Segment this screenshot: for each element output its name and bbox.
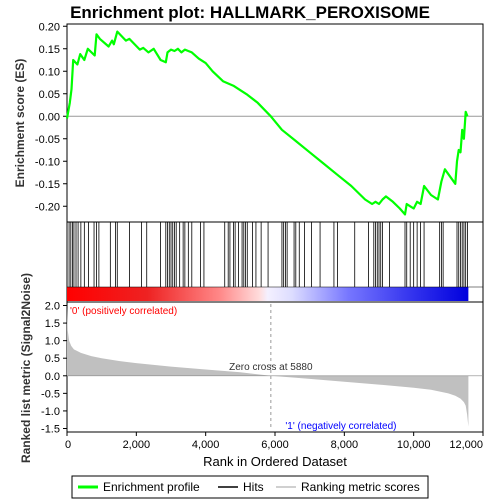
- hits-plot-area: [67, 222, 483, 301]
- es-y-tick-label: -0.15: [35, 179, 60, 191]
- chart-title: Enrichment plot: HALLMARK_PEROXISOME: [70, 3, 430, 22]
- x-tick-label: 8,000: [331, 439, 359, 451]
- es-y-tick-label: 0.15: [39, 44, 60, 56]
- positive-correlation-label: '0' (positively correlated): [70, 306, 177, 317]
- x-tick-label: 10,000: [397, 439, 431, 451]
- x-tick-label: 0: [65, 439, 71, 451]
- negative-correlation-label: '1' (negatively correlated): [285, 421, 396, 432]
- legend-label-ranking-metric: Ranking metric scores: [301, 480, 420, 494]
- rank-y-tick-label: -1.0: [41, 406, 60, 418]
- x-tick-label: 6,000: [261, 439, 289, 451]
- es-y-tick-label: 0.10: [39, 66, 60, 78]
- rank-y-tick-label: 0.0: [45, 371, 60, 383]
- es-plot-area: -0.20 -0.15 -0.10 -0.05 0.00 0.05 0.10 0.15 0.20: [35, 21, 483, 216]
- legend: Enrichment profile Hits Ranking metric s…: [71, 475, 429, 499]
- es-y-tick-label: 0.00: [39, 111, 60, 123]
- x-axis-title: Rank in Ordered Dataset: [203, 454, 347, 469]
- zero-cross-label: Zero cross at 5880: [229, 362, 313, 373]
- x-tick-label: 12,000: [449, 439, 483, 451]
- es-y-tick-label: -0.05: [35, 134, 60, 146]
- es-axis-title: Enrichment score (ES): [13, 59, 27, 188]
- ranking-metric-area: [67, 307, 469, 427]
- rank-plot-area: -1.5 -1.0 -0.5 0.0 0.5 1.0 1.5 2.0 Zero cross at…: [41, 301, 484, 451]
- rank-axis-title: Ranked list metric (Signal2Noise): [19, 273, 33, 463]
- rank-y-tick-label: 2.0: [45, 301, 60, 313]
- legend-label-enrichment-profile: Enrichment profile: [103, 480, 200, 494]
- rank-y-tick-label: -0.5: [41, 388, 60, 400]
- legend-box: [71, 475, 429, 499]
- x-tick-label: 4,000: [192, 439, 220, 451]
- rank-y-tick-label: -1.5: [41, 423, 60, 435]
- es-y-tick-label: 0.20: [39, 21, 60, 33]
- x-tick-label: 2,000: [123, 439, 151, 451]
- ranked-list-color-bar: [67, 287, 469, 301]
- rank-y-tick-label: 1.5: [45, 318, 60, 330]
- legend-label-hits: Hits: [243, 480, 264, 494]
- es-y-tick-label: -0.20: [35, 201, 60, 213]
- es-y-tick-label: -0.10: [35, 156, 60, 168]
- rank-y-tick-label: 1.0: [45, 336, 60, 348]
- es-y-tick-label: 0.05: [39, 89, 60, 101]
- enrichment-profile-line: [65, 30, 469, 216]
- rank-y-tick-label: 0.5: [45, 353, 60, 365]
